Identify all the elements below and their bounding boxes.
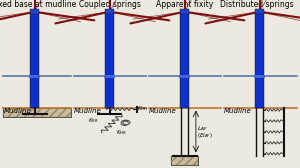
Bar: [104, 75, 115, 78]
Bar: [105, 12, 114, 108]
Text: Mudline: Mudline: [4, 108, 32, 114]
Bar: [29, 75, 40, 78]
Text: $L_{AF}$: $L_{AF}$: [197, 124, 208, 133]
Bar: [254, 75, 265, 78]
Bar: [105, 9, 114, 14]
Text: Coupled springs: Coupled springs: [79, 0, 140, 9]
Bar: [255, 12, 264, 108]
Text: $K_{RR}$: $K_{RR}$: [88, 117, 99, 125]
Text: Mudline: Mudline: [224, 108, 252, 114]
Bar: [180, 12, 189, 108]
Text: Distributed springs: Distributed springs: [220, 0, 293, 9]
Text: Fixed base at mudline: Fixed base at mudline: [0, 0, 76, 9]
Bar: [179, 75, 190, 78]
Bar: [180, 9, 189, 14]
Text: $(EI_{AF})$: $(EI_{AF})$: [197, 131, 213, 140]
Text: Apparent fixity: Apparent fixity: [156, 0, 213, 9]
Bar: [3, 108, 70, 117]
Text: Mudline: Mudline: [74, 108, 102, 114]
Text: $K_{HR}$: $K_{HR}$: [116, 128, 126, 137]
Text: Mudline: Mudline: [149, 108, 177, 114]
Bar: [30, 12, 39, 108]
Bar: [255, 9, 264, 14]
Bar: [171, 156, 198, 165]
Text: $K_{HH}$: $K_{HH}$: [137, 104, 149, 113]
Bar: [30, 9, 39, 14]
